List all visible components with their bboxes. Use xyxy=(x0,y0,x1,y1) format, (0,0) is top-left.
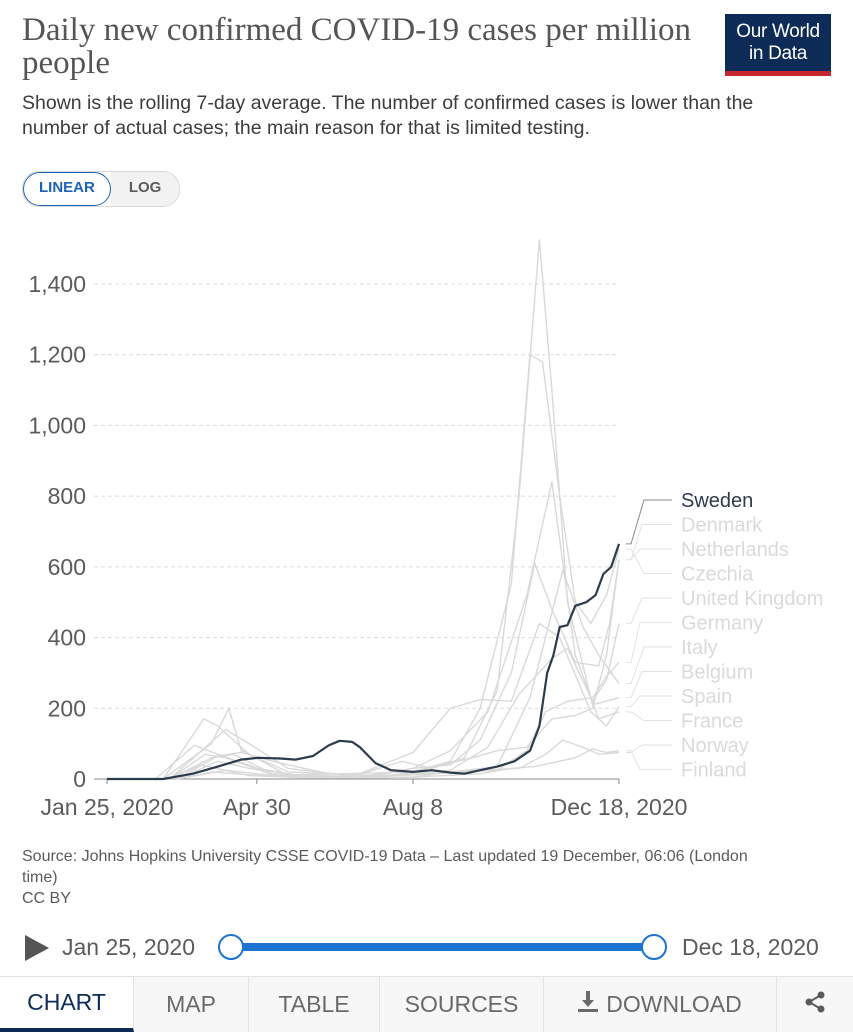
x-tick-label: Apr 30 xyxy=(223,794,291,820)
timeline-slider-track[interactable] xyxy=(231,943,654,951)
logo-line-2: in Data xyxy=(748,43,808,64)
share-icon xyxy=(804,991,826,1019)
series-line-sweden[interactable] xyxy=(107,543,621,781)
legend-connector xyxy=(626,671,672,699)
tab-table-label: TABLE xyxy=(278,991,350,1017)
timeline-end-label: Dec 18, 2020 xyxy=(682,934,819,960)
legend-connector xyxy=(626,622,672,663)
tab-table[interactable]: TABLE xyxy=(249,977,380,1032)
tab-sources[interactable]: SOURCES xyxy=(380,977,544,1032)
legend-label-spain[interactable]: Spain xyxy=(681,686,732,708)
y-tick-label: 1,000 xyxy=(28,412,86,438)
y-tick-label: 600 xyxy=(48,554,86,580)
timeline-start-label: Jan 25, 2020 xyxy=(62,934,196,960)
legend-label-belgium[interactable]: Belgium xyxy=(681,662,753,684)
series-line-belgium[interactable] xyxy=(107,239,620,780)
series-line-united-kingdom[interactable] xyxy=(107,623,620,780)
x-tick-label: Dec 18, 2020 xyxy=(551,794,688,820)
legend-connector xyxy=(626,597,672,624)
log-scale-button[interactable]: LOG xyxy=(110,172,180,206)
series-line-france[interactable] xyxy=(107,481,620,780)
source-note: Source: Johns Hopkins University CSSE CO… xyxy=(22,846,782,909)
legend-label-united-kingdom[interactable]: United Kingdom xyxy=(681,588,823,610)
legend-label-netherlands[interactable]: Netherlands xyxy=(681,539,789,561)
license-link[interactable]: CC BY xyxy=(22,890,71,907)
x-tick-label: Jan 25, 2020 xyxy=(40,794,173,820)
legend-label-finland[interactable]: Finland xyxy=(681,760,747,782)
legend-connector xyxy=(626,744,672,753)
series-line-germany[interactable] xyxy=(107,661,620,780)
line-chart[interactable]: 0 200 400 600 800 1,000 1,200 1,400 Jan 25, 202… xyxy=(0,225,853,825)
legend-connector xyxy=(626,711,672,721)
timeline-start-handle[interactable] xyxy=(218,934,244,960)
legend-connector xyxy=(626,646,672,685)
scale-toggle: LINEAR LOG xyxy=(22,171,181,207)
series-line-finland[interactable] xyxy=(107,748,620,780)
logo-line-1: Our World xyxy=(736,21,820,42)
legend-connector xyxy=(626,695,672,708)
download-icon xyxy=(578,990,599,1019)
tab-chart-label: CHART xyxy=(27,989,106,1015)
y-tick-label: 1,400 xyxy=(28,271,86,297)
legend-connector xyxy=(626,499,672,545)
legend-connector xyxy=(626,524,672,561)
y-tick-label: 200 xyxy=(48,695,86,721)
play-icon[interactable] xyxy=(25,935,49,961)
timeline-end-handle[interactable] xyxy=(641,934,667,960)
share-button[interactable] xyxy=(777,977,853,1032)
chart-title: Daily new confirmed COVID-19 cases per m… xyxy=(22,12,691,81)
series-line-spain[interactable] xyxy=(107,622,620,780)
owid-logo[interactable]: Our World in Data xyxy=(725,14,831,76)
tab-map[interactable]: MAP xyxy=(134,977,249,1032)
y-tick-label: 0 xyxy=(73,766,86,792)
legend-label-czechia[interactable]: Czechia xyxy=(681,564,754,586)
chart-subtitle: Shown is the rolling 7-day average. The … xyxy=(22,92,754,139)
legend-connector xyxy=(626,548,672,561)
tab-download-label: DOWNLOAD xyxy=(606,991,742,1017)
tab-chart[interactable]: CHART xyxy=(0,977,134,1032)
legend-label-italy[interactable]: Italy xyxy=(681,637,718,659)
tab-download[interactable]: DOWNLOAD xyxy=(544,977,777,1032)
tab-map-label: MAP xyxy=(166,991,216,1017)
tab-sources-label: SOURCES xyxy=(404,991,519,1017)
y-tick-label: 400 xyxy=(48,625,86,651)
series-line-czechia[interactable] xyxy=(107,353,620,780)
legend-label-sweden[interactable]: Sweden xyxy=(681,490,753,512)
linear-scale-button[interactable]: LINEAR xyxy=(23,172,111,206)
legend-connector xyxy=(626,548,672,574)
y-tick-label: 1,200 xyxy=(28,342,86,368)
legend-label-norway[interactable]: Norway xyxy=(681,735,749,757)
legend-label-germany[interactable]: Germany xyxy=(681,613,763,635)
bottom-tabs: CHART MAP TABLE SOURCES DOWNLOAD xyxy=(0,976,853,1032)
x-tick-label: Aug 8 xyxy=(383,794,443,820)
legend-connector xyxy=(626,750,672,770)
legend-label-denmark[interactable]: Denmark xyxy=(681,515,763,537)
source-text: Source: Johns Hopkins University CSSE CO… xyxy=(22,848,748,886)
y-tick-label: 800 xyxy=(48,483,86,509)
legend-label-france[interactable]: France xyxy=(681,711,743,733)
timeline: Jan 25, 2020 Dec 18, 2020 xyxy=(0,925,853,971)
